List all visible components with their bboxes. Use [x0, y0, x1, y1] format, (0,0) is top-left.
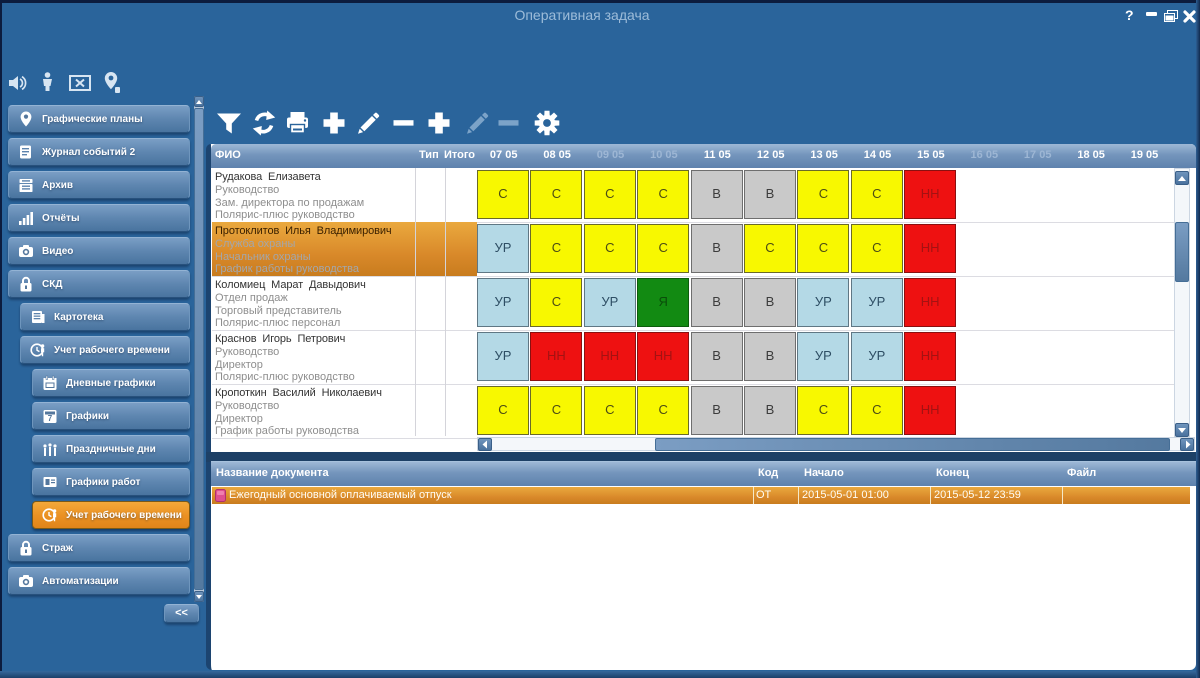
svg-text:7: 7 — [48, 414, 53, 423]
